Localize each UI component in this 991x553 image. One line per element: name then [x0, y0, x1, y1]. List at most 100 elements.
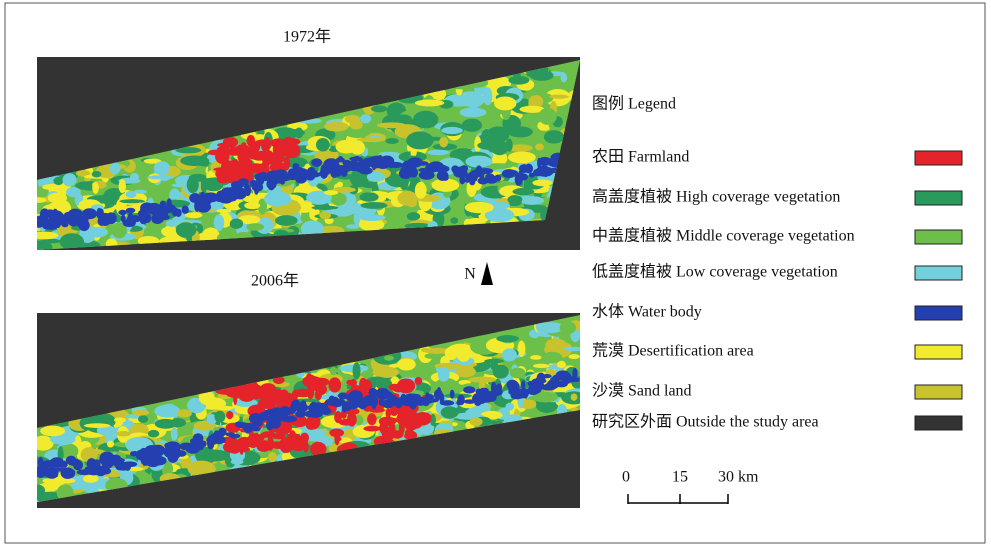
land-patch: [415, 377, 423, 385]
river-patch: [41, 467, 46, 473]
river-patch: [311, 158, 322, 167]
river-patch: [519, 170, 524, 174]
river-patch: [82, 208, 97, 219]
river-patch: [371, 398, 379, 406]
river-patch: [255, 417, 263, 426]
river-patch: [77, 222, 85, 227]
river-patch: [145, 207, 156, 211]
land-patch: [92, 182, 99, 194]
land-patch: [415, 99, 444, 106]
land-patch: [542, 352, 563, 363]
land-patch: [231, 446, 250, 452]
legend-label: 沙漠 Sand land: [592, 382, 692, 400]
land-patch: [532, 179, 552, 186]
land-patch: [421, 348, 430, 352]
land-patch: [154, 405, 180, 418]
land-patch: [549, 95, 568, 99]
land-patch: [517, 341, 525, 357]
land-patch: [279, 389, 289, 401]
river-patch: [214, 193, 229, 202]
land-patch: [407, 200, 417, 207]
river-patch: [395, 397, 403, 408]
land-patch: [350, 379, 357, 388]
land-patch: [286, 138, 301, 145]
land-patch: [230, 142, 235, 153]
land-patch: [107, 441, 114, 448]
land-patch: [307, 431, 327, 435]
land-patch: [230, 219, 243, 229]
river-patch: [268, 181, 275, 191]
land-patch: [268, 452, 277, 462]
legend-swatch: [915, 345, 962, 359]
land-patch: [138, 415, 148, 423]
river-patch: [349, 392, 357, 404]
land-patch: [544, 130, 564, 143]
land-patch: [324, 122, 348, 132]
river-patch: [121, 215, 126, 223]
land-patch: [470, 417, 483, 426]
land-patch: [405, 429, 414, 436]
river-patch: [279, 406, 291, 416]
land-patch: [360, 114, 371, 123]
land-patch: [171, 428, 178, 441]
land-patch: [350, 120, 363, 129]
land-patch: [406, 131, 433, 149]
land-patch: [295, 127, 304, 138]
river-patch: [310, 405, 322, 411]
river-patch: [355, 162, 371, 169]
river-patch: [295, 402, 308, 412]
river-patch: [345, 404, 351, 411]
river-patch: [62, 471, 69, 476]
river-patch: [238, 178, 249, 185]
river-patch: [123, 461, 137, 467]
land-patch: [187, 176, 199, 193]
land-patch: [493, 365, 509, 379]
land-patch: [535, 143, 544, 150]
land-patch: [427, 150, 450, 156]
land-patch: [533, 364, 549, 368]
land-patch: [425, 353, 438, 359]
land-patch: [48, 193, 67, 204]
land-patch: [494, 96, 516, 110]
land-patch: [244, 202, 260, 209]
land-patch: [399, 421, 405, 434]
land-patch: [460, 107, 487, 117]
land-patch: [62, 173, 76, 186]
land-patch: [329, 428, 344, 437]
land-patch: [337, 182, 343, 188]
river-patch: [426, 398, 439, 402]
land-patch: [166, 220, 179, 227]
legend-swatch: [915, 151, 962, 165]
river-patch: [281, 416, 297, 423]
river-patch: [177, 450, 187, 456]
land-patch: [261, 143, 270, 151]
legend-label: 高盖度植被 High coverage vegetation: [592, 188, 840, 206]
land-patch: [385, 138, 398, 144]
land-patch: [301, 201, 312, 206]
river-patch: [95, 466, 107, 477]
river-patch: [485, 173, 494, 180]
land-patch: [110, 162, 121, 174]
river-patch: [337, 167, 345, 171]
legend-swatch: [915, 385, 962, 399]
river-patch: [245, 184, 252, 196]
land-patch: [462, 119, 482, 132]
land-patch: [382, 427, 395, 440]
land-patch: [119, 199, 144, 203]
land-patch: [270, 154, 284, 164]
scale-label: 15: [672, 469, 688, 486]
land-patch: [377, 122, 407, 128]
river-patch: [138, 210, 146, 220]
land-patch: [216, 209, 231, 213]
river-patch: [440, 400, 455, 405]
legend-label: 水体 Water body: [592, 303, 702, 321]
land-patch: [238, 157, 252, 169]
land-patch: [438, 367, 450, 382]
river-patch: [353, 156, 360, 162]
land-patch: [83, 475, 99, 483]
river-patch: [469, 179, 475, 186]
river-patch: [196, 201, 211, 212]
land-patch: [303, 441, 309, 453]
land-patch: [510, 368, 526, 379]
land-patch: [571, 393, 578, 400]
